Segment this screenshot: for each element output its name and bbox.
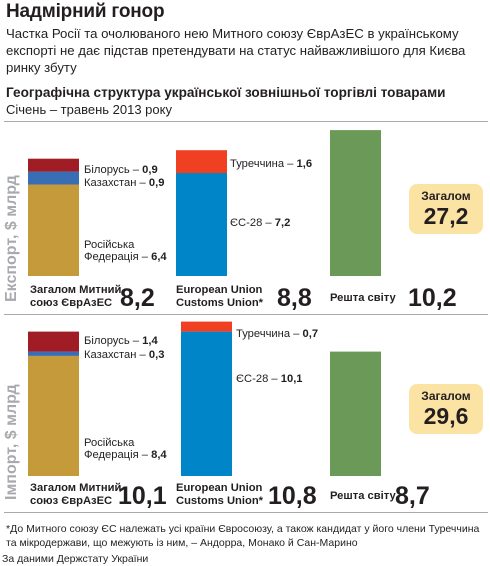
chart-title: Географічна структура української зовніш… [6,85,446,100]
import-bar-0-segment-2 [28,331,79,352]
import-bar-2-segment-0 [330,351,381,476]
import-bar-1-segment-0 [181,331,232,476]
source-note: За даними Держстату України [2,553,149,565]
import-rest-group-label: Решта світу [330,490,396,502]
period-label: Січень – травень 2013 року [6,102,172,117]
export-turkey-label: Туреччина – 1,6 [230,158,313,170]
divider-top [4,121,488,122]
export-eucu-group-label: European Union Customs Union* [176,284,264,309]
import-eu28-label: ЄС-28 – 10,1 [236,373,303,385]
divider-middle [4,314,488,315]
import-total-label: Загалом [421,389,471,403]
import-total-value: 29,6 [423,403,469,429]
import-eucu-group-label: European Union Customs Union* [176,482,264,507]
export-bar-2-segment-0 [330,130,381,276]
import-bar-0-segment-1 [28,351,79,356]
import-eaeu-total: 10,1 [118,482,167,510]
export-total-label: Загалом [421,189,471,203]
export-belarus-label: Білорусь – 0,9 [84,164,158,176]
export-bar-0-segment-0 [28,184,79,276]
import-rest-total: 8,7 [395,482,430,510]
export-russia-label: Російська Федерація – 6,4 [84,239,167,263]
import-belarus-label: Білорусь – 1,4 [84,335,158,347]
import-eucu-total: 10,8 [268,482,317,510]
headline: Надмірний гонор [6,1,165,22]
footnote: *До Митного союзу ЄС належать усі країни… [6,523,480,549]
export-rest-group-label: Решта світу [330,292,396,304]
import-turkey-label: Туреччина – 0,7 [236,328,319,340]
import-kazakhstan-label: Казахстан – 0,3 [84,349,165,361]
divider-bottom [4,512,488,513]
export-total-value: 27,2 [423,203,469,229]
import-bar-0-segment-0 [28,355,79,476]
import-russia-label: Російська Федерація – 8,4 [84,437,167,461]
export-rest-total: 10,2 [408,284,457,312]
export-eucu-total: 8,8 [277,284,312,312]
export-bar-0-segment-2 [28,158,79,172]
export-bar-1-segment-0 [176,173,227,276]
export-bar-1-segment-1 [176,150,227,174]
export-eu28-label: ЄС-28 – 7,2 [230,217,291,229]
import-bar-1-segment-1 [181,321,232,332]
export-eaeu-group-label: Загалом Митний союз ЄврАзЕС [30,284,122,309]
export-bar-0-segment-1 [28,171,79,185]
import-total-box: Загалом 29,6 [409,384,483,434]
export-eaeu-total: 8,2 [120,284,155,312]
import-eaeu-group-label: Загалом Митний союз ЄврАзЕС [30,482,122,507]
subheadline: Частка Росії та очолюваного нею Митного … [6,26,466,75]
export-kazakhstan-label: Казахстан – 0,9 [84,177,165,189]
export-total-box: Загалом 27,2 [409,184,483,234]
